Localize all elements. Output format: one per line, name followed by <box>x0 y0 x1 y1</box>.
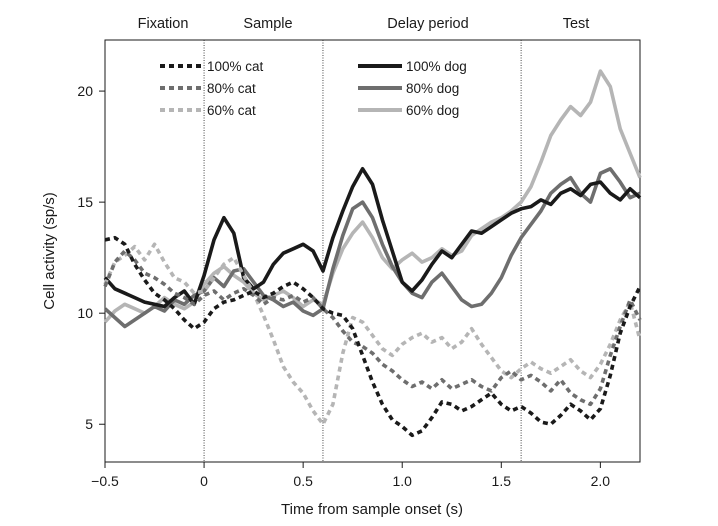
series-line-80-cat <box>103 249 642 407</box>
x-tick-label: 1.5 <box>492 473 512 489</box>
x-tick-label: −0.5 <box>91 473 119 489</box>
phase-label-sample: Sample <box>243 16 292 32</box>
phase-label-delay-period: Delay period <box>387 16 468 32</box>
legend: 100% cat 80% cat 60% cat 100% dog 80% do… <box>160 59 467 118</box>
x-axis-label: Time from sample onset (s) <box>281 501 463 518</box>
x-tick-label: 1.0 <box>392 473 412 489</box>
plot-frame <box>104 39 641 463</box>
legend-label-60-dog: 60% dog <box>406 103 459 118</box>
x-axis: −0.5 0 0.5 1.0 1.5 2.0 <box>91 462 610 489</box>
y-axis-label: Cell activity (sp/s) <box>41 192 58 310</box>
legend-label-100-dog: 100% dog <box>406 59 467 74</box>
series-line-60-cat <box>103 242 642 427</box>
legend-label-80-cat: 80% cat <box>207 81 256 96</box>
x-tick-label: 2.0 <box>591 473 611 489</box>
series-line-80-dog <box>103 167 641 329</box>
legend-label-100-cat: 100% cat <box>207 59 264 74</box>
epoch-boundaries <box>203 40 522 462</box>
y-tick-label: 10 <box>77 305 93 321</box>
x-tick-label: 0.5 <box>293 473 313 489</box>
y-axis: 5 10 15 20 <box>77 83 105 432</box>
legend-label-80-dog: 80% dog <box>406 81 459 96</box>
y-tick-label: 15 <box>77 194 93 210</box>
phase-label-fixation: Fixation <box>138 16 189 32</box>
y-tick-label: 5 <box>85 416 93 432</box>
phase-labels: Fixation Sample Delay period Test <box>138 16 590 32</box>
series-layer <box>103 69 642 438</box>
y-tick-label: 20 <box>77 83 93 99</box>
legend-label-60-cat: 60% cat <box>207 103 256 118</box>
phase-label-test: Test <box>563 16 590 32</box>
x-tick-label: 0 <box>200 473 208 489</box>
